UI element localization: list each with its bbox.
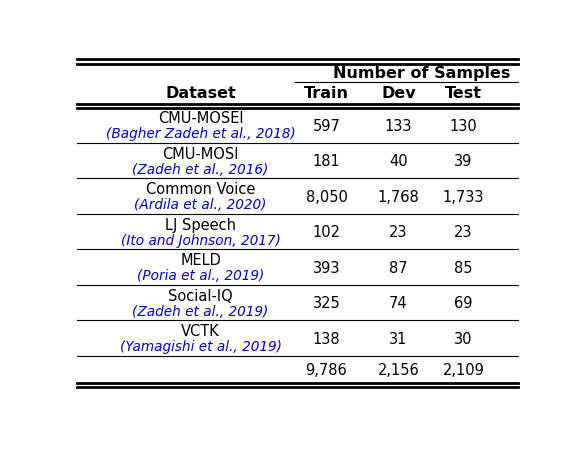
Text: (Yamagishi et al., 2019): (Yamagishi et al., 2019)	[119, 339, 282, 353]
Text: 69: 69	[454, 295, 473, 310]
Text: 181: 181	[313, 154, 340, 169]
Text: 40: 40	[389, 154, 408, 169]
Text: MELD: MELD	[180, 253, 221, 267]
Text: 23: 23	[454, 225, 473, 239]
Text: 102: 102	[313, 225, 340, 239]
Text: (Ito and Johnson, 2017): (Ito and Johnson, 2017)	[121, 233, 281, 247]
Text: Train: Train	[304, 86, 349, 101]
Text: 133: 133	[385, 119, 412, 133]
Text: 325: 325	[313, 295, 340, 310]
Text: 85: 85	[454, 260, 473, 275]
Text: LJ Speech: LJ Speech	[165, 217, 236, 232]
Text: 2,156: 2,156	[378, 362, 419, 377]
Text: 393: 393	[313, 260, 340, 275]
Text: 130: 130	[450, 119, 477, 133]
Text: (Poria et al., 2019): (Poria et al., 2019)	[137, 268, 264, 282]
Text: 2,109: 2,109	[443, 362, 484, 377]
Text: 87: 87	[389, 260, 408, 275]
Text: 1,733: 1,733	[443, 189, 484, 204]
Text: Dataset: Dataset	[165, 86, 236, 101]
Text: Social-IQ: Social-IQ	[168, 288, 233, 303]
Text: 23: 23	[389, 225, 408, 239]
Text: 138: 138	[313, 331, 340, 346]
Text: Dev: Dev	[381, 86, 416, 101]
Text: Number of Samples: Number of Samples	[334, 66, 510, 81]
Text: 1,768: 1,768	[378, 189, 419, 204]
Text: Test: Test	[445, 86, 482, 101]
Text: (Zadeh et al., 2016): (Zadeh et al., 2016)	[132, 162, 269, 176]
Text: 74: 74	[389, 295, 408, 310]
Text: 31: 31	[389, 331, 408, 346]
Text: VCTK: VCTK	[181, 323, 220, 338]
Text: 8,050: 8,050	[306, 189, 347, 204]
Text: 597: 597	[313, 119, 340, 133]
Text: CMU-MOSI: CMU-MOSI	[162, 147, 239, 161]
Text: (Zadeh et al., 2019): (Zadeh et al., 2019)	[132, 304, 269, 318]
Text: 39: 39	[454, 154, 473, 169]
Text: (Bagher Zadeh et al., 2018): (Bagher Zadeh et al., 2018)	[106, 127, 295, 141]
Text: Common Voice: Common Voice	[146, 182, 255, 197]
Text: (Ardila et al., 2020): (Ardila et al., 2020)	[135, 198, 267, 212]
Text: CMU-MOSEI: CMU-MOSEI	[158, 111, 244, 126]
Text: 9,786: 9,786	[306, 362, 347, 377]
Text: 30: 30	[454, 331, 473, 346]
